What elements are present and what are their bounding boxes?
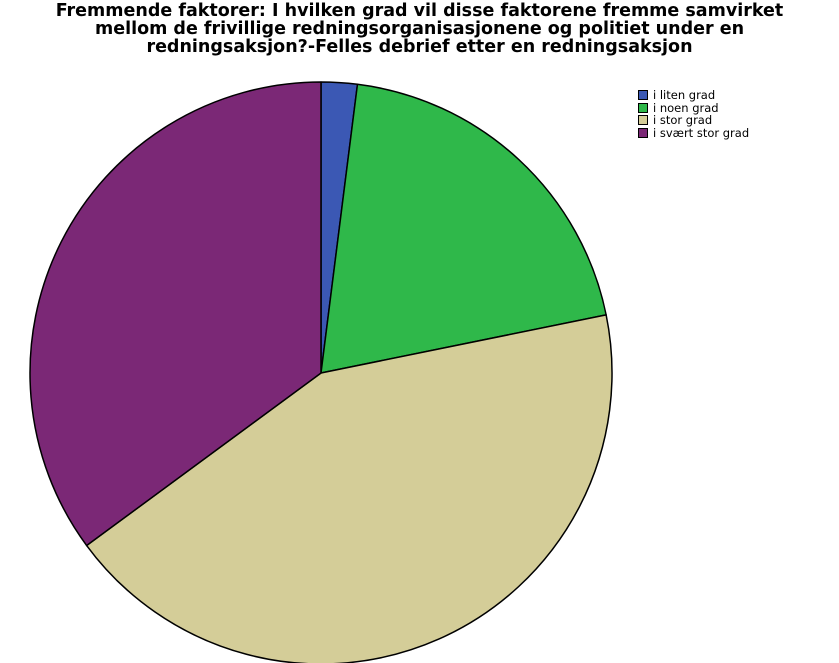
chart-title-line-1: Fremmende faktorer: I hvilken grad vil d…: [55, 1, 784, 21]
legend-label-i-liten-grad: i liten grad: [653, 88, 716, 102]
legend-label-i-stor-grad: i stor grad: [653, 113, 713, 127]
chart-title-line-2: mellom de frivillige redningsorganisasjo…: [94, 19, 745, 39]
legend-label-i-noen-grad: i noen grad: [653, 100, 719, 115]
pie-slice-i-svaert-stor-grad: [29, 81, 322, 547]
legend-item-i-stor-grad: i stor grad: [638, 114, 749, 127]
pie-slice-i-stor-grad: [85, 314, 613, 663]
pie-slice-i-noen-grad: [320, 83, 607, 374]
legend-swatch-i-liten-grad: [638, 90, 648, 101]
legend-item-i-liten-grad: i liten grad: [638, 89, 749, 102]
legend-swatch-i-stor-grad: [638, 115, 648, 126]
legend-item-i-noen-grad: i noen grad: [638, 100, 749, 115]
legend-swatch-i-noen-grad: [638, 102, 648, 113]
legend-label-i-svaert-stor-grad: i svært stor grad: [653, 125, 750, 140]
chart-title: Fremmende faktorer: I hvilken grad vil d…: [0, 2, 839, 56]
legend-item-i-svaert-stor-grad: i svært stor grad: [638, 125, 750, 140]
chart-legend: i liten grad i noen grad i stor grad i s…: [638, 89, 749, 139]
legend-swatch-i-svaert-stor-grad: [638, 127, 648, 138]
chart-title-line-3: redningsaksjon?-Felles debrief etter en …: [146, 37, 693, 57]
